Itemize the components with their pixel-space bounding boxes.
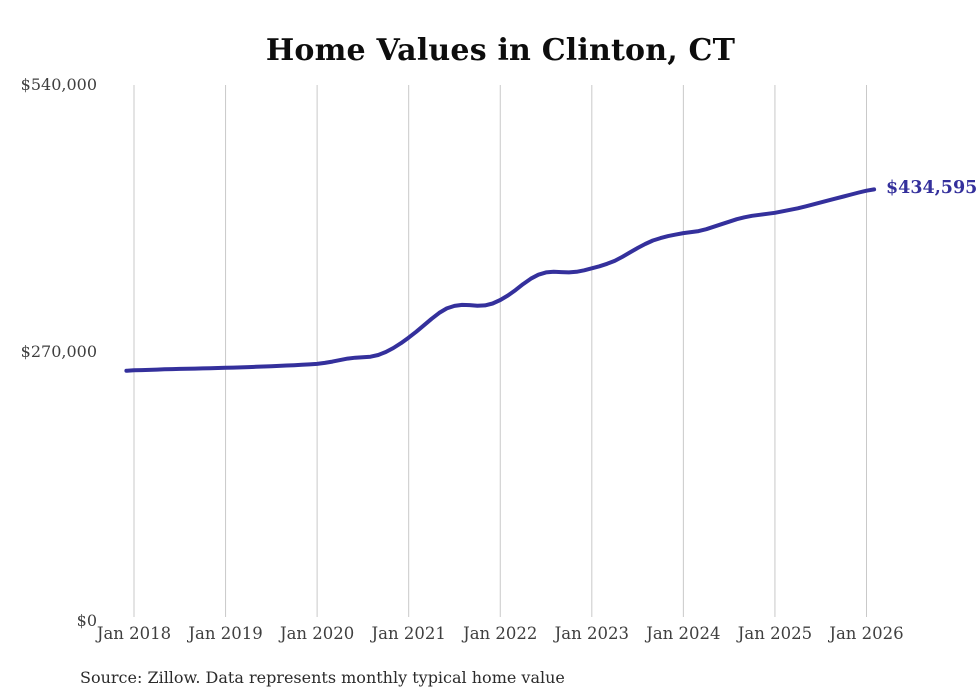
- y-axis-tick-label: $540,000: [20, 75, 97, 94]
- gridlines-group: [133, 85, 867, 617]
- x-axis-tick-label: Jan 2018: [96, 624, 172, 643]
- x-axis-tick-label: Jan 2021: [371, 624, 446, 643]
- x-axis-tick-label: Jan 2025: [737, 624, 813, 643]
- source-note: Source: Zillow. Data represents monthly …: [80, 668, 565, 687]
- chart-title: Home Values in Clinton, CT: [265, 33, 736, 68]
- x-axis-tick-label: Jan 2022: [463, 624, 538, 643]
- x-axis-tick-label: Jan 2023: [554, 624, 629, 643]
- home-value-line: [124, 187, 877, 373]
- x-axis-tick-label: Jan 2024: [646, 624, 721, 643]
- x-axis-tick-label: Jan 2020: [279, 624, 355, 643]
- x-axis-tick-label: Jan 2026: [829, 624, 904, 643]
- y-axis-tick-label: $270,000: [20, 342, 97, 361]
- end-value-label: $434,595: [886, 178, 978, 198]
- y-axis-tick-label: $0: [76, 611, 97, 630]
- x-axis-tick-label: Jan 2019: [188, 624, 263, 643]
